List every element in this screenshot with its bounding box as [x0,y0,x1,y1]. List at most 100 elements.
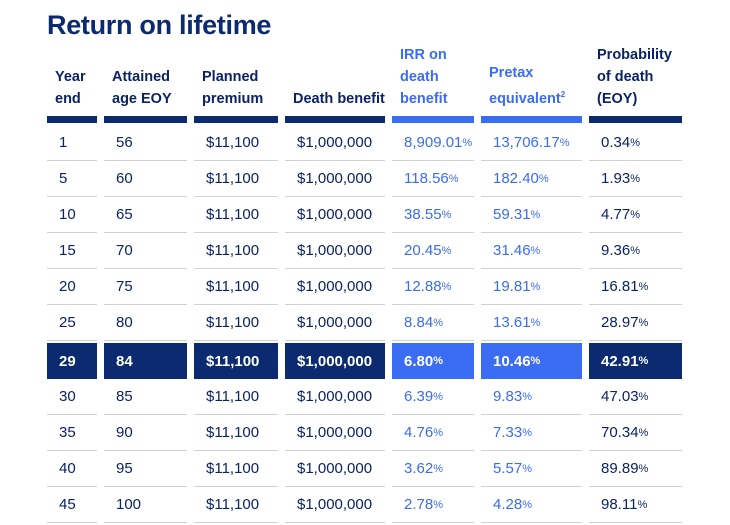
percent-sign: % [530,316,541,329]
table-cell: 1.93% [589,161,682,197]
percent-sign: % [522,426,532,439]
cell-value: 7.33 [493,424,523,441]
highlighted-cell: 42.91% [589,343,682,379]
table-cell: 6.39% [392,379,474,415]
table-cell: 10 [47,197,97,233]
percent-sign: % [448,172,459,185]
column-header-label: Death benefit [293,91,385,107]
table-cell: 95 [104,451,187,487]
column-header: Year end [47,0,97,116]
percent-sign: % [433,355,443,367]
percent-sign: % [530,280,541,293]
column-header: Probability of death (EOY) [589,0,682,116]
cell-value: 182.40 [493,170,539,187]
table-cell: 89.89% [589,451,682,487]
table-cell: 4.76% [392,415,474,451]
table-cell: 0.34% [589,125,682,161]
header-rule [194,116,278,123]
cell-value: 8.84 [404,314,434,331]
table-cell: $11,100 [194,233,278,269]
cell-value: 118.56 [404,170,449,187]
cell-value: $11,100 [206,424,260,441]
table-cell: $1,000,000 [285,269,385,305]
cell-value: 70 [116,242,133,259]
percent-sign: % [433,426,443,439]
cell-value: 89.89 [601,460,639,477]
percent-sign: % [441,244,452,257]
table-cell: 85 [104,379,187,415]
percent-sign: % [433,498,443,511]
highlighted-cell: 29 [47,343,97,379]
table-cell: $1,000,000 [285,161,385,197]
cell-value: 13.61 [493,314,531,331]
cell-value: $11,100 [206,496,260,513]
cell-value: $1,000,000 [297,388,373,405]
cell-value: $11,100 [206,170,260,187]
percent-sign: % [630,244,640,257]
table-cell: 59.31% [481,197,582,233]
percent-sign: % [638,280,649,293]
highlighted-cell: 6.80% [392,343,474,379]
percent-sign: % [522,390,532,403]
table-cell: 28.97% [589,305,682,341]
cell-value: 0.34 [601,134,631,151]
table-cell: $1,000,000 [285,125,385,161]
column-header-label: IRR on death benefit [400,47,448,107]
table-cell: 19.81% [481,269,582,305]
table-cell: 75 [104,269,187,305]
cell-value: $1,000,000 [297,460,373,477]
footnote-marker: 2 [560,90,566,100]
table-cell: $1,000,000 [285,305,385,341]
cell-value: 15 [59,242,76,259]
table-cell: 8,909.01% [392,125,474,161]
cell-value: $11,100 [206,314,260,331]
percent-sign: % [433,316,443,329]
column-header: IRR on death benefit [392,0,474,116]
cell-value: 10 [59,206,76,223]
table-cell: 65 [104,197,187,233]
table-cell: $11,100 [194,487,278,523]
cell-value: 80 [116,314,133,331]
percent-sign: % [559,136,570,149]
percent-sign: % [522,498,532,511]
cell-value: 19.81 [493,278,531,295]
cell-value: 84 [116,352,133,370]
percent-sign: % [538,172,549,185]
cell-value: 70.34 [601,424,639,441]
column-header: Planned premium [194,0,278,116]
cell-value: $1,000,000 [297,242,373,259]
cell-value: 20 [59,278,76,295]
percent-sign: % [530,355,541,367]
cell-value: 65 [116,206,133,223]
table-cell: 31.46% [481,233,582,269]
percent-sign: % [630,136,640,149]
table-cell: 38.55% [392,197,474,233]
cell-value: $1,000,000 [297,314,373,331]
table-cell: 4.77% [589,197,682,233]
cell-value: $11,100 [206,134,260,151]
cell-value: 35 [59,424,76,441]
cell-value: 6.80 [404,352,434,370]
table-cell: 182.40% [481,161,582,197]
table-cell: $11,100 [194,161,278,197]
cell-value: 25 [59,314,76,331]
cell-value: $1,000,000 [297,170,373,187]
cell-value: 38.55 [404,206,442,223]
table-cell: 56 [104,125,187,161]
cell-value: 47.03 [601,388,639,405]
cell-value: $11,100 [206,206,260,223]
header-rule [589,116,682,123]
cell-value: 98.11 [601,496,638,513]
cell-value: 13,706.17 [493,134,560,151]
cell-value: 10.46 [493,352,531,370]
table-cell: 25 [47,305,97,341]
table-cell: $1,000,000 [285,233,385,269]
table-cell: 90 [104,415,187,451]
table-cell: $11,100 [194,379,278,415]
highlighted-cell: 10.46% [481,343,582,379]
percent-sign: % [433,462,443,475]
cell-value: $1,000,000 [297,496,373,513]
cell-value: 12.88 [404,278,442,295]
table-cell: 118.56% [392,161,474,197]
percent-sign: % [638,355,649,367]
